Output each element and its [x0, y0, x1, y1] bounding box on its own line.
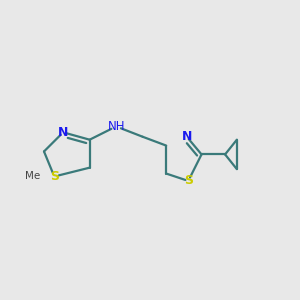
- Text: N: N: [182, 130, 192, 143]
- Text: NH: NH: [107, 120, 125, 133]
- Text: N: N: [58, 126, 68, 139]
- Text: S: S: [50, 170, 59, 183]
- Text: Me: Me: [25, 172, 40, 182]
- Text: S: S: [184, 174, 193, 188]
